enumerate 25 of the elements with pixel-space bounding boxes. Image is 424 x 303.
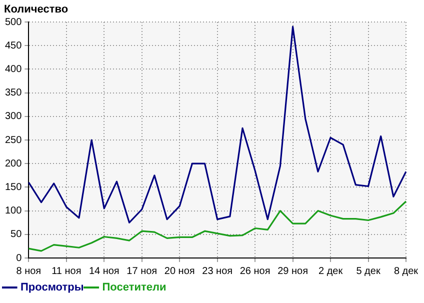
legend-label: Посетители bbox=[102, 282, 166, 294]
x-tick-label: 2 дек bbox=[318, 266, 344, 277]
x-tick-label: 17 ноя bbox=[126, 266, 158, 277]
x-tick-label: 23 ноя bbox=[202, 266, 233, 277]
y-tick-label: 450 bbox=[4, 40, 22, 52]
y-tick-label: 350 bbox=[4, 88, 22, 99]
y-tick-label: 250 bbox=[4, 134, 22, 146]
x-tick-label: 11 ноя bbox=[52, 266, 82, 277]
legend-label: Просмотры bbox=[20, 282, 84, 294]
y-tick-label: 150 bbox=[4, 182, 22, 193]
y-tick-label: 200 bbox=[4, 158, 22, 170]
x-tick-label: 14 ноя bbox=[88, 266, 120, 277]
y-tick-label: 400 bbox=[4, 64, 22, 75]
x-tick-label: 29 ноя bbox=[278, 266, 308, 277]
x-tick-label: 20 ноя bbox=[164, 266, 195, 277]
x-tick-label: 26 ноя bbox=[240, 266, 270, 277]
x-tick-label: 5 дек bbox=[356, 266, 381, 277]
y-tick-label: 300 bbox=[4, 111, 22, 122]
y-tick-label: 0 bbox=[16, 252, 22, 264]
y-tick-label: 500 bbox=[4, 16, 22, 28]
x-tick-label: 8 ноя bbox=[16, 266, 42, 277]
y-tick-label: 100 bbox=[4, 206, 22, 217]
y-tick-label: 50 bbox=[10, 229, 22, 240]
x-tick-label: 8 дек bbox=[394, 266, 419, 277]
y-axis-title: Количество bbox=[4, 4, 68, 16]
